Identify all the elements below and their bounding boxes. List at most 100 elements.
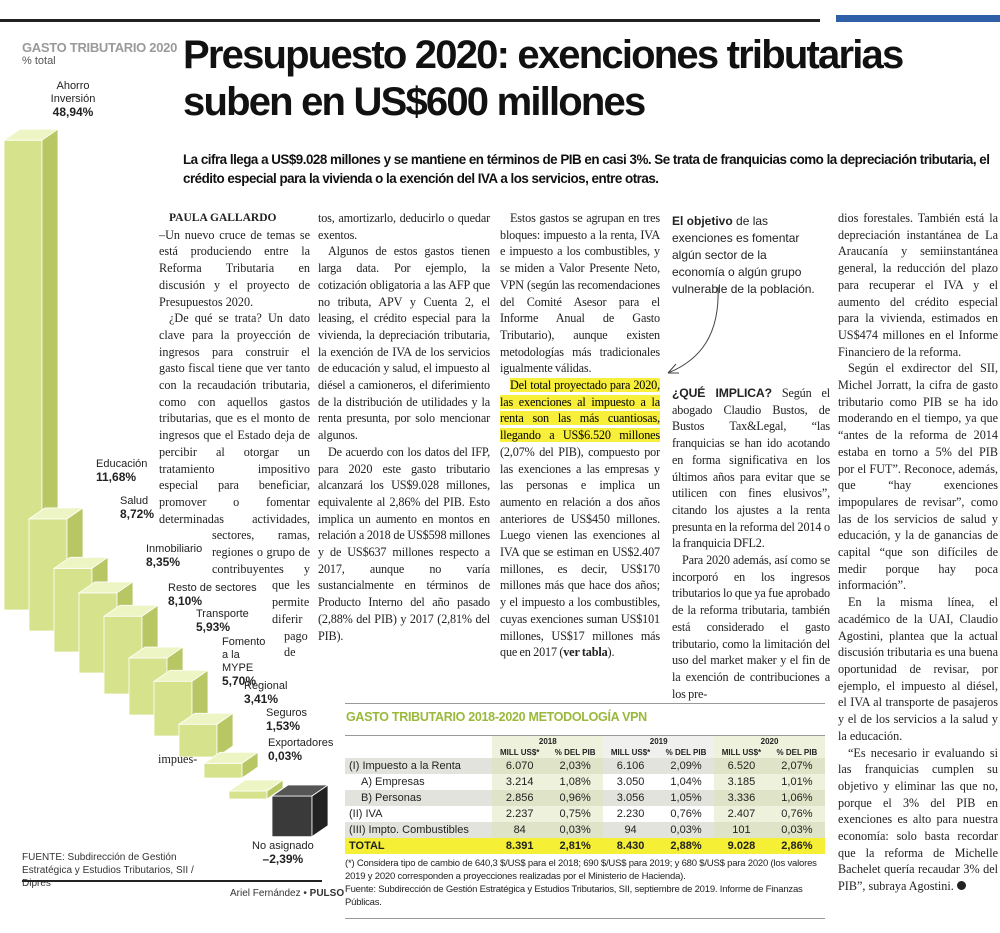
chart-source: FUENTE: Subdirección de Gestión Estratég… (22, 852, 194, 889)
tax-expense-table: 2018 2019 2020 MILL US$*% DEL PIB MILL US$… (345, 735, 825, 854)
table-cell: 3.185 (714, 774, 769, 790)
table-row: A) Empresas 3.214 1,08% 3.050 1,04% 3.185 1,01… (345, 774, 825, 790)
paragraph: tos, amortizarlo, deducirlo o quedar exe… (318, 211, 490, 242)
table-cell: 0,03% (547, 822, 604, 838)
table-cell: 2.230 (616, 808, 645, 820)
bar-label: Resto de sectores 8,10% (168, 582, 257, 608)
bar-label: Fomento a la MYPE 5,70% (222, 636, 266, 688)
table-cell: 3.056 (603, 790, 658, 806)
bar-label: Regional 3,41% (244, 680, 288, 706)
table-row: (II) IVA 2.237 0,75% 2.230 0,76% 2.407 0,76% (345, 806, 825, 822)
table-cell: 8.430 (603, 838, 658, 854)
deck: La cifra llega a US$9.028 millones y se … (183, 152, 990, 186)
table-cell: 2.237 (492, 806, 548, 822)
table-cell: 6.520 (714, 758, 769, 774)
see-table-link[interactable]: ver tabla (563, 645, 608, 660)
paragraph: ¿De qué se trata? Un dato clave para la … (158, 311, 310, 766)
top-rule (0, 19, 820, 22)
table-cell: 1,05% (657, 790, 715, 806)
table-cell: 2,88% (657, 838, 715, 854)
table-cell: 2.856 (492, 790, 548, 806)
paragraph: Para 2020 además, así como se incorporó … (672, 553, 830, 701)
subhead: ¿QUÉ IMPLICA? (672, 386, 772, 400)
bar-label: No asignado –2,39% (252, 840, 314, 866)
table-title: GASTO TRIBUTARIO 2018-2020 METODOLOGÍA V… (346, 710, 647, 724)
headline: Presupuesto 2020: exenciones tributarias… (183, 33, 904, 124)
table-cell: 3.050 (616, 776, 645, 788)
bar-label: Ahorro Inversión 48,94% (50, 80, 96, 119)
paragraph: Algunos de estos gastos tienen larga dat… (318, 244, 490, 443)
bar-label: Exportadores 0,03% (268, 737, 334, 763)
table-cell: 9.028 (714, 838, 769, 854)
end-mark-icon (956, 881, 966, 891)
article-column-3: Estos gastos se agrupan en tres bloques:… (500, 210, 660, 661)
bar-side-8 (241, 751, 259, 779)
bar-label: Seguros 1,53% (266, 707, 307, 733)
table-cell: 2.407 (714, 806, 769, 822)
table-cell: 1,08% (547, 774, 604, 790)
table-row: TOTAL 8.391 2,81% 8.430 2,88% 9.028 2,86% (345, 838, 825, 854)
byline: PAULA GALLARDO (169, 212, 277, 224)
row-label: TOTAL (345, 838, 493, 854)
row-label: B) Personas (345, 790, 493, 806)
bar-side-10 (311, 784, 329, 838)
bar-label: Inmobiliario 8,35% (146, 543, 203, 569)
table-cell: 0,03% (768, 822, 825, 838)
table-cell: 1,01% (768, 774, 825, 790)
row-label: (II) IVA (349, 808, 383, 820)
paragraph: En la misma línea, el académico de la UA… (838, 595, 998, 743)
bar-front-10 (271, 795, 313, 838)
table-cell: 0,75% (547, 806, 604, 822)
table-cell: 2,07% (768, 758, 825, 774)
article-column-1: PAULA GALLARDO –Un nuevo cruce de temas … (158, 210, 310, 768)
table-cell: 2,81% (547, 838, 604, 854)
table-cell: 3.214 (492, 774, 548, 790)
table-cell: 0,76% (768, 806, 825, 822)
staircase-bar-chart (2, 128, 330, 838)
table-cell: 101 (714, 822, 769, 838)
row-label: (I) Impuesto a la Renta (345, 758, 493, 774)
paragraph: De acuerdo con los datos del IFP, para 2… (318, 444, 490, 643)
photo-credit: Ariel Fernández • PULSO (230, 888, 345, 899)
article-column-2: tos, amortizarlo, deducirlo o quedar exe… (318, 210, 490, 644)
table-row: (III) Impto. Combustibles 84 0,03% 94 0,03% 1… (345, 822, 825, 838)
table-bottom-rule (345, 918, 825, 919)
bar-label: Transporte 5,93% (196, 608, 249, 634)
arrow-icon (667, 286, 719, 374)
table-cell: 3.336 (714, 790, 769, 806)
chart-rule (22, 880, 322, 882)
table-cell: 0,76% (670, 808, 702, 820)
row-label: (III) Impto. Combustibles (345, 822, 493, 838)
paragraph: Según el exdirector del SII, Michel Jorr… (838, 361, 998, 593)
paragraph: –Un nuevo cruce de temas se está produci… (159, 227, 310, 309)
table-cell: 2,86% (768, 838, 825, 854)
paragraph: Del total proyectado para 2020, las exen… (500, 378, 660, 660)
table-notes: (*) Considera tipo de cambio de 640,3 $/… (345, 858, 817, 908)
table-cell: 0,03% (657, 822, 715, 838)
paragraph: ¿QUÉ IMPLICA? Según el abogado Claudio B… (672, 386, 830, 551)
table-cell: 94 (603, 822, 658, 838)
article-column-5: dios forestales. También está la depreci… (838, 210, 998, 895)
table-cell: 2,03% (547, 758, 604, 774)
table-row: (I) Impuesto a la Renta 6.070 2,03% 6.106 2,… (345, 758, 825, 774)
table-cell: 0,96% (547, 790, 604, 806)
table-cell: 6.106 (603, 758, 658, 774)
table-row: B) Personas 2.856 0,96% 3.056 1,05% 3.336 1,06… (345, 790, 825, 806)
section-color-bar (836, 15, 1000, 22)
paragraph: dios forestales. También está la depreci… (838, 211, 998, 359)
table-cell: 84 (492, 822, 548, 838)
table-cell: 1,04% (670, 776, 702, 788)
pull-quote: El objetivo de las exenciones es fomenta… (672, 214, 815, 296)
table-cell: 8.391 (492, 838, 548, 854)
highlighted-text: Del total proyectado para 2020, las exen… (500, 378, 660, 443)
chart-subtitle: % total (22, 55, 56, 67)
table-rule (345, 703, 825, 704)
table-cell: 1,06% (768, 790, 825, 806)
bar-front-9 (228, 790, 268, 800)
article-column-4: ¿QUÉ IMPLICA? Según el abogado Claudio B… (672, 385, 830, 702)
table-cell: 6.070 (492, 758, 548, 774)
bar-side-7 (216, 712, 234, 758)
row-label: A) Empresas (361, 776, 425, 788)
paragraph: “Es necesario ir evaluando si las franqu… (838, 745, 998, 894)
paragraph: Estos gastos se agrupan en tres bloques:… (500, 211, 660, 376)
